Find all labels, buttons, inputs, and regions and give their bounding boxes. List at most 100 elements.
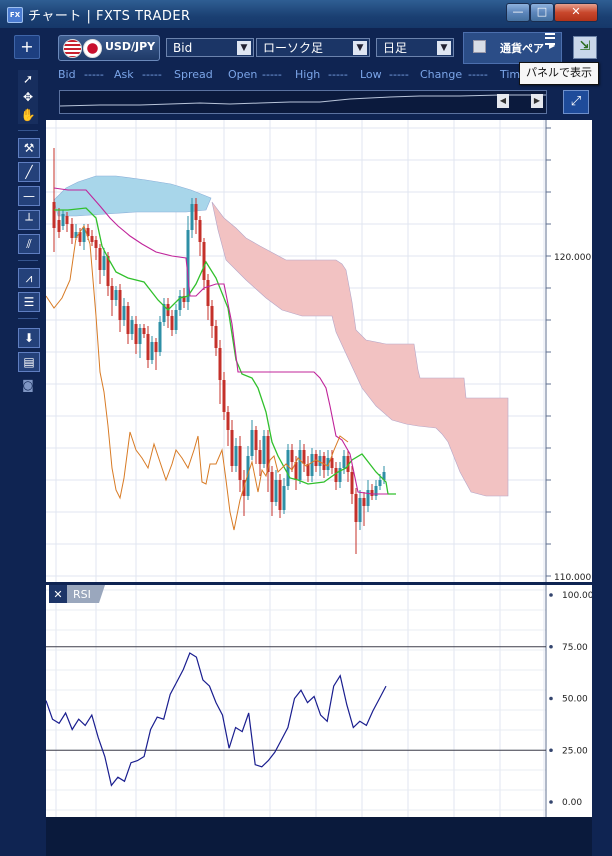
currency-pair-button[interactable]: USD/JPY [58, 35, 160, 61]
download-icon[interactable]: ⬇ [18, 328, 40, 348]
panel-tooltip: パネルで表示 [519, 62, 599, 85]
quote-row: Bid ----- Ask ----- Spread Open ----- Hi… [58, 68, 528, 82]
add-chart-button[interactable]: + [14, 35, 40, 59]
rsi-axis-label: 75.00 [562, 643, 588, 653]
candle-body [214, 326, 218, 348]
scroll-right-button[interactable]: ▶ [531, 94, 543, 108]
candle-body [90, 236, 94, 242]
candle-body [238, 446, 242, 480]
quote-value: ----- [142, 68, 162, 81]
candle-body [274, 480, 278, 502]
trendline-icon[interactable]: ╱ [18, 162, 40, 182]
quote-value: ----- [262, 68, 282, 81]
separator [18, 130, 38, 131]
candle-body [310, 454, 314, 476]
chart-navigator[interactable] [59, 90, 547, 114]
candle-body [130, 320, 134, 334]
candle-body [270, 472, 274, 502]
candle-body [342, 456, 346, 468]
candle-body [282, 486, 286, 510]
currency-pair-checkbox[interactable] [473, 40, 486, 53]
candle-body [138, 328, 142, 344]
candle-body [154, 342, 158, 352]
candle-body [210, 306, 214, 326]
fan-icon[interactable]: ⩘ [18, 268, 40, 288]
auto-scale-button[interactable]: ⤢ [563, 90, 589, 114]
candle-body [158, 322, 162, 352]
quote-value: ----- [84, 68, 104, 81]
candle-body [82, 228, 86, 242]
close-rsi-icon[interactable] [49, 585, 67, 603]
candle-body [86, 228, 90, 236]
app-icon: FX [7, 7, 23, 23]
maximize-button[interactable]: □ [530, 3, 554, 22]
candle-body [110, 286, 114, 300]
pointer-icon[interactable]: ➚ [18, 70, 38, 88]
candle-body [382, 472, 386, 480]
quote-label: Low [360, 68, 382, 81]
candle-body [230, 430, 234, 466]
candle-body [294, 462, 298, 480]
candle-body [226, 412, 230, 430]
price-type-select[interactable]: Bid ▼ [166, 38, 254, 57]
price-axis-panel [546, 120, 592, 820]
period-select[interactable]: 日足 ▼ [376, 38, 454, 57]
time-axis [46, 817, 592, 856]
candle-body [222, 380, 226, 412]
hammer-icon[interactable]: ⚒ [18, 138, 40, 158]
us-flag-icon [63, 39, 82, 58]
rsi-axis-label: 25.00 [562, 746, 588, 756]
candle-body [278, 480, 282, 510]
currency-pair-label: USD/JPY [105, 40, 156, 53]
quote-label: Spread [174, 68, 213, 81]
candle-body [190, 204, 194, 230]
scroll-left-button[interactable]: ◀ [497, 94, 509, 108]
candle-body [65, 216, 69, 224]
rsi-tick-dot [549, 748, 553, 753]
caret-right-icon: ▶ [549, 41, 556, 50]
fibonacci-icon[interactable]: ☰ [18, 292, 40, 312]
close-button[interactable]: ✕ [554, 3, 598, 22]
candle-body [198, 220, 202, 242]
chart-svg[interactable]: 120.000 110.000 100.00 75.00 50.00 25.00 0.00 [45, 120, 594, 820]
candle-body [174, 310, 178, 330]
chart-area[interactable]: 120.000 110.000 100.00 75.00 50.00 25.00 0.00 [45, 120, 594, 820]
kumo-bearish [211, 201, 509, 497]
list-icon[interactable]: ▤ [18, 352, 40, 372]
title-bar: FX チャート | FXTS TRADER — □ ✕ [0, 0, 612, 28]
candle-body [114, 290, 118, 300]
candle-body [350, 472, 354, 494]
menu-icon[interactable] [545, 33, 555, 45]
candle-body [186, 230, 190, 302]
rsi-tick-dot [549, 644, 553, 649]
quote-value: ----- [468, 68, 488, 81]
quote-label: High [295, 68, 321, 81]
horizontal-line-icon[interactable]: — [18, 186, 40, 206]
candle-body [118, 290, 122, 320]
navigator-line [59, 94, 546, 107]
quote-label: Tim [500, 68, 521, 81]
parallel-lines-icon[interactable]: ⫽ [18, 234, 40, 254]
candle-body [134, 324, 138, 344]
dock-panel-button[interactable]: ⇲ [573, 36, 597, 59]
candle-body [74, 232, 78, 238]
chart-type-select[interactable]: ローソク足 ▼ [256, 38, 370, 57]
currency-pair-toggle-label: 通貨ペア [500, 42, 544, 55]
camera-icon[interactable]: ◙ [22, 378, 34, 392]
quote-label: Change [420, 68, 463, 81]
window-title: チャート | FXTS TRADER [28, 9, 191, 24]
price-label-120: 120.000 [554, 253, 591, 263]
kijun-line [53, 187, 388, 495]
rsi-axis-label: 100.00 [562, 591, 592, 601]
crosshair-pointer-icon[interactable]: ✥ [18, 88, 38, 106]
candle-body [306, 464, 310, 476]
candle-body [57, 220, 61, 232]
candle-body [346, 456, 350, 472]
vertical-line-icon[interactable]: ┴ [18, 210, 40, 230]
candle-body [206, 280, 210, 306]
candle-body [250, 430, 254, 456]
candle-body [354, 494, 358, 522]
candle-body [202, 242, 206, 280]
hand-icon[interactable]: ✋ [18, 106, 38, 124]
minimize-button[interactable]: — [506, 3, 530, 22]
